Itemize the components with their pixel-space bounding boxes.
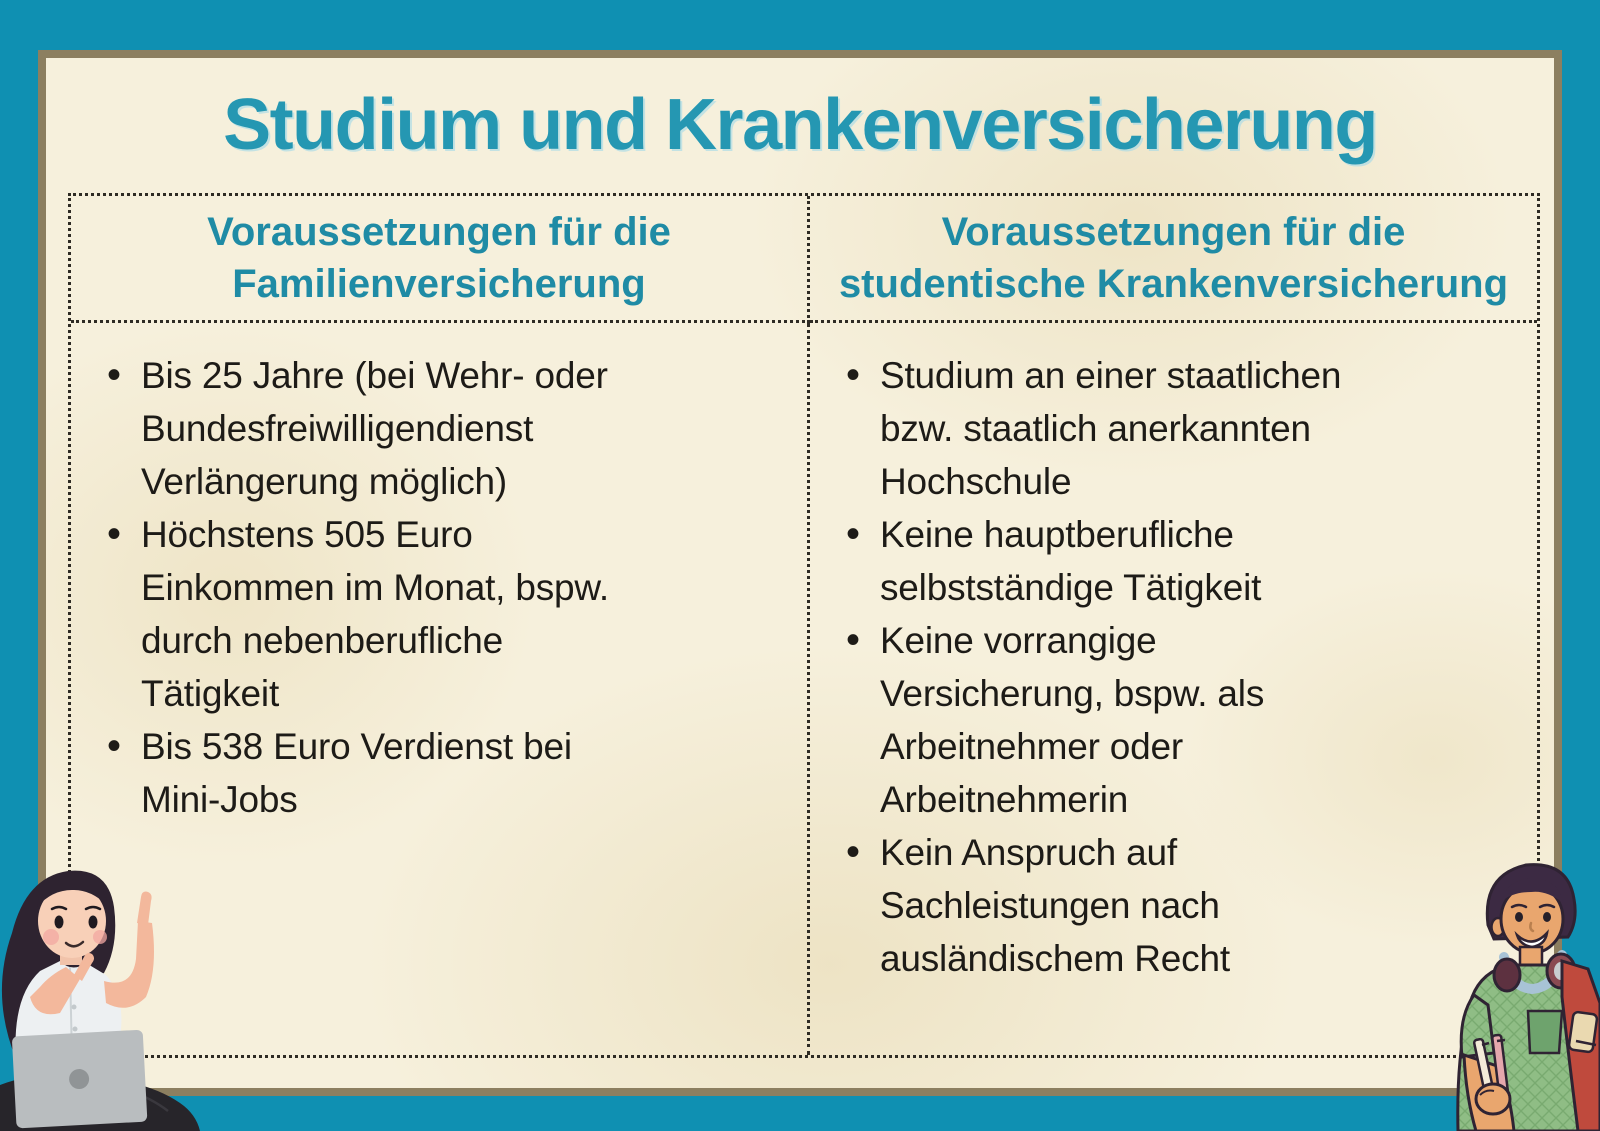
column-header-studentische-krankenversicherung: Voraussetzungen für die studentische Kra… (810, 196, 1537, 323)
man-shirt-pocket (1526, 1009, 1564, 1055)
woman-laptop (12, 1029, 148, 1129)
man-smile (1514, 929, 1549, 949)
page-title: Studium und Krankenversicherung (223, 85, 1378, 165)
list-item: Keine vorrangige Versicherung, bspw. als… (846, 614, 1523, 826)
column-header-familienversicherung: Voraussetzungen für die Familienversiche… (71, 196, 810, 323)
list-item: Kein Anspruch auf Sachleistungen nach au… (846, 826, 1523, 985)
familienversicherung-list: Bis 25 Jahre (bei Wehr- oder Bundesfreiw… (71, 349, 793, 826)
list-item: Bis 538 Euro Verdienst bei Mini-Jobs (107, 720, 793, 826)
studentische-krankenversicherung-cell: Studium an einer staatlichen bzw. staatl… (810, 323, 1537, 1055)
list-item: Keine hauptberufliche selbstständige Tät… (846, 508, 1523, 614)
woman-raised-arm (104, 921, 154, 1008)
female-student-illustration (0, 870, 200, 1131)
woman-bent-arm (30, 967, 80, 1015)
list-item: Höchstens 505 Euro Einkommen im Monat, b… (107, 508, 793, 720)
studentische-krankenversicherung-list: Studium an einer staatlichen bzw. staatl… (810, 349, 1523, 985)
list-item: Bis 25 Jahre (bei Wehr- oder Bundesfreiw… (107, 349, 793, 508)
list-item: Studium an einer staatlichen bzw. staatl… (846, 349, 1523, 508)
familienversicherung-cell: Bis 25 Jahre (bei Wehr- oder Bundesfreiw… (71, 323, 810, 1055)
man-hand (1474, 1082, 1512, 1116)
male-student-illustration (1456, 863, 1600, 1131)
comparison-table: Voraussetzungen für die Familienversiche… (68, 193, 1540, 1058)
